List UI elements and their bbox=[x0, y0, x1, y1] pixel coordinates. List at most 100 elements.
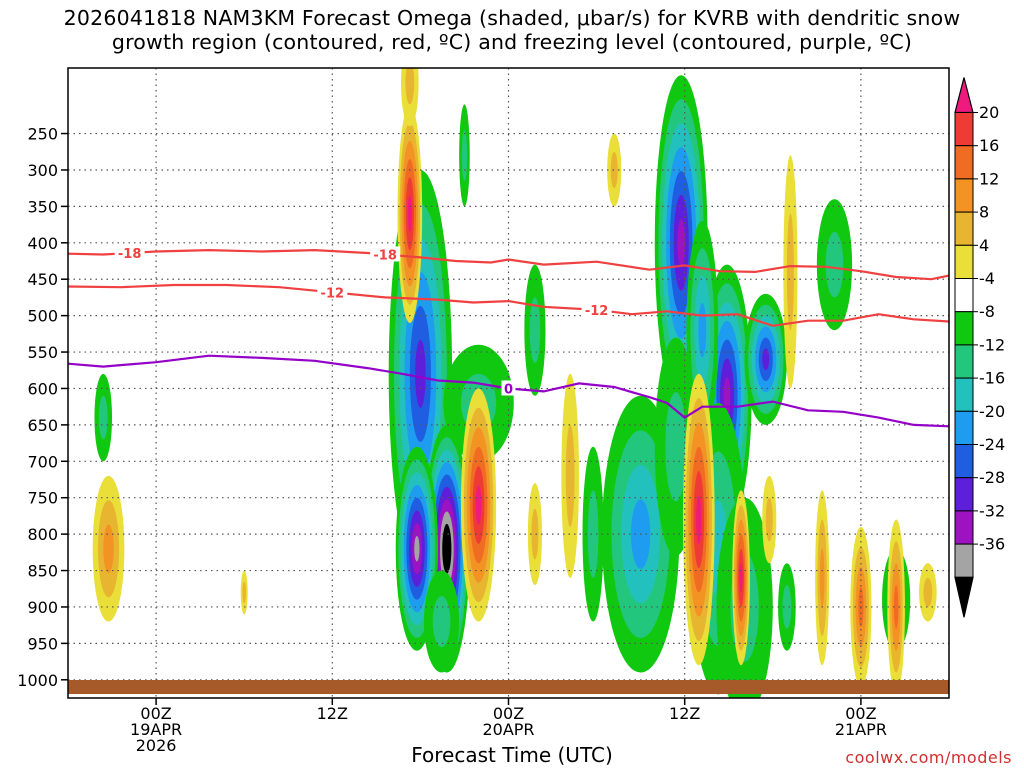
ytick-label-750: 750 bbox=[27, 489, 58, 508]
colorbar-top-arrow bbox=[954, 77, 974, 114]
colorbar-label-3: 8 bbox=[979, 203, 989, 222]
cell-t bbox=[778, 563, 796, 651]
colorbar-segment-2 bbox=[954, 145, 974, 180]
colorbar-label-2: 12 bbox=[979, 169, 999, 188]
warm-f-ring-2 bbox=[819, 548, 825, 607]
cell-a-ring-5 bbox=[415, 339, 426, 408]
chart-title: 2026041818 NAM3KM Forecast Omega (shaded… bbox=[0, 6, 1024, 54]
dgz-18-label-1: -18 bbox=[373, 248, 397, 263]
warm-o bbox=[919, 563, 937, 622]
xtick-label-40-1: 21APR bbox=[835, 720, 887, 739]
warm-b-ring-1 bbox=[405, 68, 415, 105]
ytick-label-350: 350 bbox=[27, 197, 58, 216]
colorbar-label-8: -16 bbox=[979, 369, 1005, 388]
cell-o bbox=[582, 446, 604, 622]
xtick-label-40-0: 00Z bbox=[845, 704, 876, 723]
warm-p-ring-1 bbox=[242, 581, 246, 604]
ytick-label-900: 900 bbox=[27, 598, 58, 617]
cell-p-ring-1 bbox=[529, 297, 541, 363]
warm-k-ring-1 bbox=[565, 424, 575, 527]
colorbar-label-5: -4 bbox=[979, 269, 995, 288]
ytick-label-300: 300 bbox=[27, 161, 58, 180]
freezing-level-label-bg-0 bbox=[501, 380, 516, 396]
colorbar-label-4: 4 bbox=[979, 236, 989, 255]
cell-r-ring-1 bbox=[461, 129, 468, 181]
warm-d-ring-5 bbox=[696, 495, 702, 544]
colorbar-segment-7 bbox=[954, 311, 974, 346]
cell-q-ring-1 bbox=[825, 231, 844, 298]
cell-f-ring-6 bbox=[723, 377, 731, 415]
dgz-12-label-bg-1 bbox=[581, 301, 612, 317]
colorbar-label-12: -32 bbox=[979, 501, 1005, 520]
colorbar-segment-14 bbox=[954, 543, 974, 578]
cell-g bbox=[744, 293, 787, 425]
ytick-label-450: 450 bbox=[27, 270, 58, 289]
ytick-label-700: 700 bbox=[27, 452, 58, 471]
ytick-label-650: 650 bbox=[27, 416, 58, 435]
contour-lines: -18 -18 -12 -12 0 bbox=[68, 244, 949, 428]
title-line-2: growth region (contoured, red, ºC) and f… bbox=[111, 30, 913, 54]
warm-d bbox=[682, 373, 715, 666]
credit-text: coolwx.com/models bbox=[845, 748, 1012, 767]
cell-o-ring-1 bbox=[587, 490, 599, 578]
xtick-label-20-1: 20APR bbox=[482, 720, 534, 739]
cell-c-ring-7 bbox=[414, 535, 420, 562]
colorbar-segment-6 bbox=[954, 278, 974, 313]
colorbar-segment-8 bbox=[954, 344, 974, 379]
dgz-18-label-bg-1 bbox=[370, 246, 401, 262]
colorbar-label-9: -20 bbox=[979, 402, 1005, 421]
ytick-label-850: 850 bbox=[27, 562, 58, 581]
colorbar-segment-12 bbox=[954, 477, 974, 512]
dgz-18-line bbox=[68, 248, 949, 281]
warm-c bbox=[460, 388, 497, 622]
cell-q bbox=[816, 199, 853, 331]
colorbar-segment-5 bbox=[954, 244, 974, 280]
warm-l-ring-1 bbox=[786, 213, 794, 331]
colorbar-label-7: -12 bbox=[979, 335, 1005, 354]
ytick-label-600: 600 bbox=[27, 379, 58, 398]
dgz-18-label-bg-0 bbox=[114, 244, 145, 260]
cell-h-ring-3 bbox=[698, 302, 707, 358]
warm-k bbox=[561, 373, 579, 578]
freezing-level-line bbox=[68, 354, 949, 428]
cell-b-ring-9 bbox=[444, 536, 450, 562]
xtick-label-30-0: 12Z bbox=[669, 704, 700, 723]
warm-b bbox=[401, 68, 419, 127]
warm-f bbox=[815, 490, 830, 666]
colorbar-segment-10 bbox=[954, 410, 974, 445]
dgz-12-line bbox=[68, 283, 949, 327]
warm-n bbox=[762, 475, 777, 564]
warm-g-ring-2 bbox=[103, 524, 114, 573]
warm-g bbox=[92, 475, 125, 622]
colorbar-label-10: -24 bbox=[979, 435, 1005, 454]
colorbar-label-0: 20 bbox=[979, 103, 999, 122]
xtick-label-10-0: 12Z bbox=[317, 704, 348, 723]
cell-d bbox=[423, 570, 460, 673]
y-axis-pressure: 250 300 350 400 450 500 550 600 650 700 750 800 850 9… bbox=[17, 125, 68, 690]
cell-d-ring-1 bbox=[432, 596, 451, 648]
ytick-label-500: 500 bbox=[27, 307, 58, 326]
grid-lines bbox=[68, 68, 949, 698]
freezing-level-label-0: 0 bbox=[504, 382, 513, 397]
colorbar-segment-9 bbox=[954, 377, 974, 412]
colorbar-segment-4 bbox=[954, 211, 974, 246]
cell-p bbox=[524, 264, 546, 396]
warm-n-ring-1 bbox=[765, 497, 773, 542]
colorbar-label-11: -28 bbox=[979, 468, 1005, 487]
colorbar-segment-13 bbox=[954, 510, 974, 545]
ytick-label-550: 550 bbox=[27, 343, 58, 362]
xtick-label-20-0: 00Z bbox=[493, 704, 524, 723]
cell-l-ring-1 bbox=[665, 392, 687, 502]
colorbar-label-1: 16 bbox=[979, 136, 999, 155]
warm-a-ring-5 bbox=[407, 195, 412, 232]
colorbar-label-13: -36 bbox=[979, 535, 1005, 554]
ytick-label-250: 250 bbox=[27, 125, 58, 144]
ytick-label-400: 400 bbox=[27, 234, 58, 253]
cell-g-ring-5 bbox=[762, 348, 770, 371]
ytick-label-800: 800 bbox=[27, 525, 58, 544]
warm-c-ring-5 bbox=[475, 485, 482, 525]
warm-h-ring-3 bbox=[893, 585, 899, 629]
warm-m-ring-1 bbox=[531, 508, 539, 560]
x-axis-label: Forecast Time (UTC) bbox=[411, 743, 613, 767]
